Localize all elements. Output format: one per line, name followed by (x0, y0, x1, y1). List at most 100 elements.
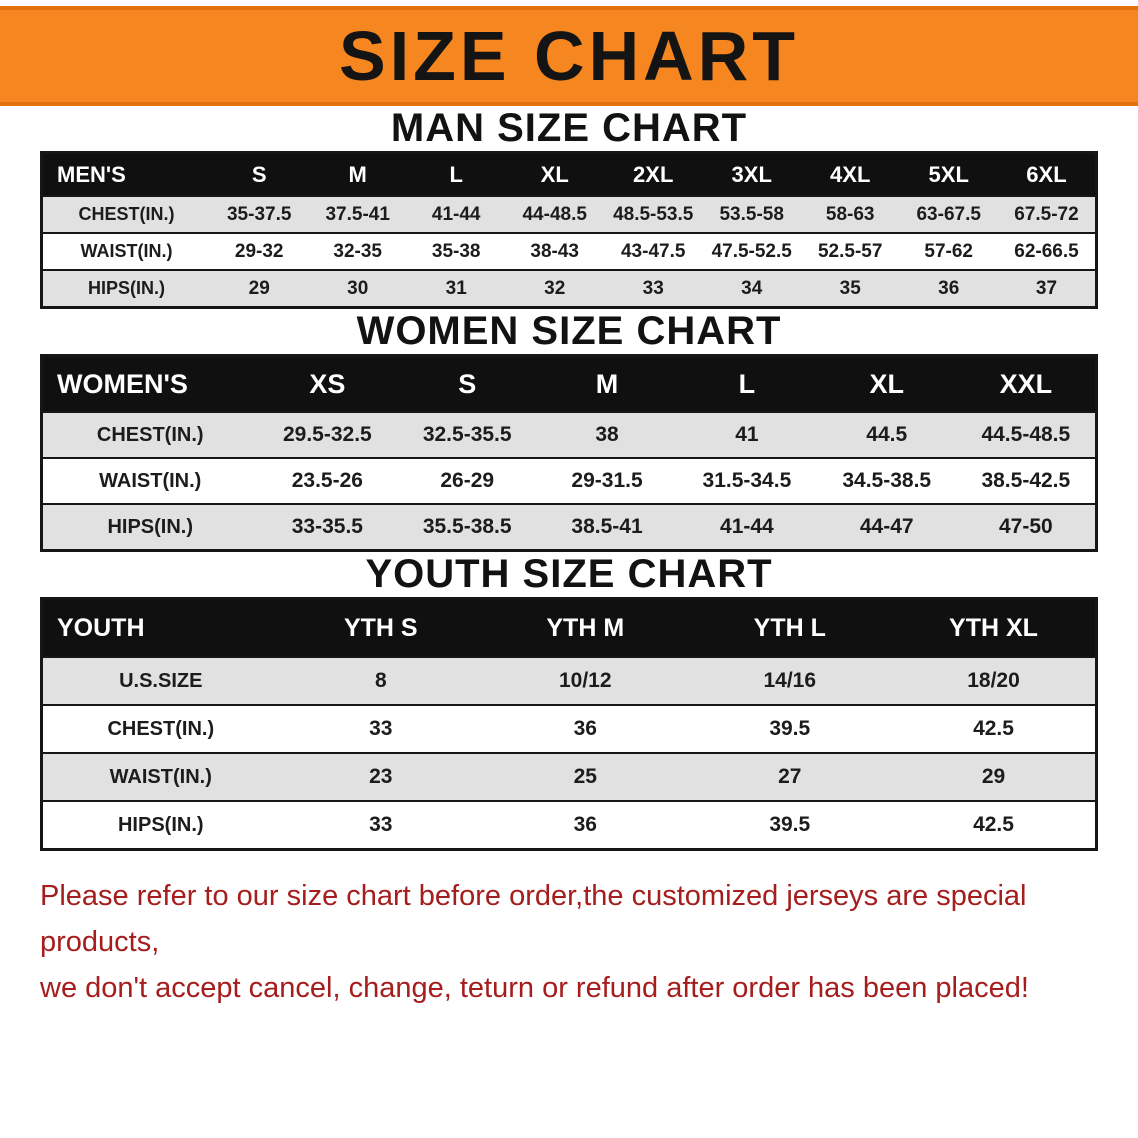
table-row: WAIST(IN.) 23.5-26 26-29 29-31.5 31.5-34.5 34… (41, 457, 1097, 504)
row-label: U.S.SIZE (41, 656, 279, 705)
row-label: WAIST(IN.) (41, 457, 258, 504)
banner: SIZE CHART (0, 6, 1138, 106)
table-row: HIPS(IN.) 33-35.5 35.5-38.5 38.5-41 41-44 44-… (41, 503, 1097, 551)
size-column-header: M (537, 355, 677, 412)
size-value: 36 (483, 704, 688, 753)
size-value: 10/12 (483, 656, 688, 705)
row-label: HIPS(IN.) (41, 800, 279, 850)
size-column-header: M (308, 152, 407, 196)
size-value: 44-48.5 (505, 195, 604, 233)
size-value: 39.5 (687, 704, 892, 753)
size-value: 34 (702, 269, 801, 308)
size-value: 38.5-42.5 (956, 457, 1097, 504)
row-label-header: MEN'S (41, 152, 210, 196)
table-row: CHEST(IN.) 29.5-32.5 32.5-35.5 38 41 44.5 44.5… (41, 411, 1097, 458)
size-value: 31.5-34.5 (676, 457, 817, 504)
size-column-header: S (209, 152, 309, 196)
section-youth: YOUTH SIZE CHART YOUTH YTH S YTH M YTH L YTH… (0, 552, 1138, 851)
size-value: 18/20 (892, 656, 1097, 705)
size-value: 23.5-26 (257, 457, 398, 504)
size-value: 41-44 (406, 195, 506, 233)
size-column-header: YTH M (483, 598, 688, 657)
section-men: MAN SIZE CHART MEN'S S M L XL 2XL 3XL 4XL 5XL 6XL… (0, 106, 1138, 309)
men-size-table: MEN'S S M L XL 2XL 3XL 4XL 5XL 6XL CHEST(IN.) 35-37… (40, 151, 1098, 309)
size-value: 14/16 (687, 656, 892, 705)
section-women: WOMEN SIZE CHART WOMEN'S XS S M L XL XXL CHEST(… (0, 309, 1138, 552)
size-value: 8 (278, 656, 484, 705)
table-row: HIPS(IN.) 29 30 31 32 33 34 35 36 37 (41, 269, 1097, 308)
size-value: 47-50 (956, 503, 1097, 551)
size-value: 58-63 (800, 195, 900, 233)
size-value: 57-62 (899, 232, 998, 270)
size-value: 23 (278, 752, 484, 801)
size-column-header: 2XL (603, 152, 703, 196)
size-chart-page: SIZE CHART MAN SIZE CHART MEN'S S M L XL 2XL 3… (0, 6, 1138, 1138)
row-label-header: WOMEN'S (41, 355, 258, 412)
size-value: 32-35 (308, 232, 407, 270)
size-column-header: XL (816, 355, 957, 412)
table-row: CHEST(IN.) 35-37.5 37.5-41 41-44 44-48.5 48.5… (41, 195, 1097, 233)
row-label: HIPS(IN.) (41, 269, 210, 308)
row-label: HIPS(IN.) (41, 503, 258, 551)
size-value: 41 (676, 411, 817, 458)
size-value: 35-37.5 (209, 195, 309, 233)
size-value: 29 (209, 269, 309, 308)
size-value: 42.5 (892, 704, 1097, 753)
size-value: 44.5-48.5 (956, 411, 1097, 458)
size-value: 26-29 (397, 457, 538, 504)
size-value: 39.5 (687, 800, 892, 850)
size-value: 37 (997, 269, 1097, 308)
size-value: 34.5-38.5 (816, 457, 957, 504)
size-value: 30 (308, 269, 407, 308)
size-value: 29-31.5 (537, 457, 677, 504)
size-value: 48.5-53.5 (603, 195, 703, 233)
women-size-table: WOMEN'S XS S M L XL XXL CHEST(IN.) 29.5-32.5 32.5… (40, 354, 1098, 552)
page-title: SIZE CHART (339, 17, 799, 95)
footer-note-line-1: Please refer to our size chart before or… (40, 880, 1027, 958)
size-value: 63-67.5 (899, 195, 998, 233)
size-value: 29.5-32.5 (257, 411, 398, 458)
size-value: 35.5-38.5 (397, 503, 538, 551)
men-section-heading: MAN SIZE CHART (390, 106, 748, 150)
size-column-header: S (397, 355, 538, 412)
size-value: 38-43 (505, 232, 604, 270)
women-section-heading: WOMEN SIZE CHART (356, 309, 782, 353)
size-value: 36 (899, 269, 998, 308)
size-column-header: 6XL (997, 152, 1097, 196)
size-value: 32.5-35.5 (397, 411, 538, 458)
footer-note: Please refer to our size chart before or… (40, 873, 1118, 1011)
size-value: 44-47 (816, 503, 957, 551)
table-row: HIPS(IN.) 33 36 39.5 42.5 (41, 800, 1097, 850)
size-value: 33 (278, 704, 484, 753)
size-value: 37.5-41 (308, 195, 407, 233)
size-value: 33-35.5 (257, 503, 398, 551)
footer-note-line-2: we don't accept cancel, change, teturn o… (40, 972, 1029, 1004)
size-value: 52.5-57 (800, 232, 900, 270)
size-value: 44.5 (816, 411, 957, 458)
size-value: 47.5-52.5 (702, 232, 801, 270)
row-label-header: YOUTH (41, 598, 279, 657)
size-value: 33 (278, 800, 484, 850)
table-header-row: MEN'S S M L XL 2XL 3XL 4XL 5XL 6XL (41, 152, 1097, 196)
size-value: 67.5-72 (997, 195, 1097, 233)
table-row: WAIST(IN.) 23 25 27 29 (41, 752, 1097, 801)
size-column-header: L (406, 152, 506, 196)
size-value: 27 (687, 752, 892, 801)
size-value: 35 (800, 269, 900, 308)
size-value: 35-38 (406, 232, 506, 270)
table-row: U.S.SIZE 8 10/12 14/16 18/20 (41, 656, 1097, 705)
table-header-row: WOMEN'S XS S M L XL XXL (41, 355, 1097, 412)
size-column-header: YTH L (687, 598, 892, 657)
size-column-header: XS (257, 355, 398, 412)
size-value: 29-32 (209, 232, 309, 270)
size-column-header: L (676, 355, 817, 412)
size-column-header: 5XL (899, 152, 998, 196)
size-value: 38.5-41 (537, 503, 677, 551)
size-column-header: 4XL (800, 152, 900, 196)
table-row: CHEST(IN.) 33 36 39.5 42.5 (41, 704, 1097, 753)
youth-size-table: YOUTH YTH S YTH M YTH L YTH XL U.S.SIZE 8 10/12… (40, 597, 1098, 851)
size-value: 43-47.5 (603, 232, 703, 270)
size-value: 31 (406, 269, 506, 308)
size-column-header: YTH XL (892, 598, 1097, 657)
row-label: CHEST(IN.) (41, 411, 258, 458)
